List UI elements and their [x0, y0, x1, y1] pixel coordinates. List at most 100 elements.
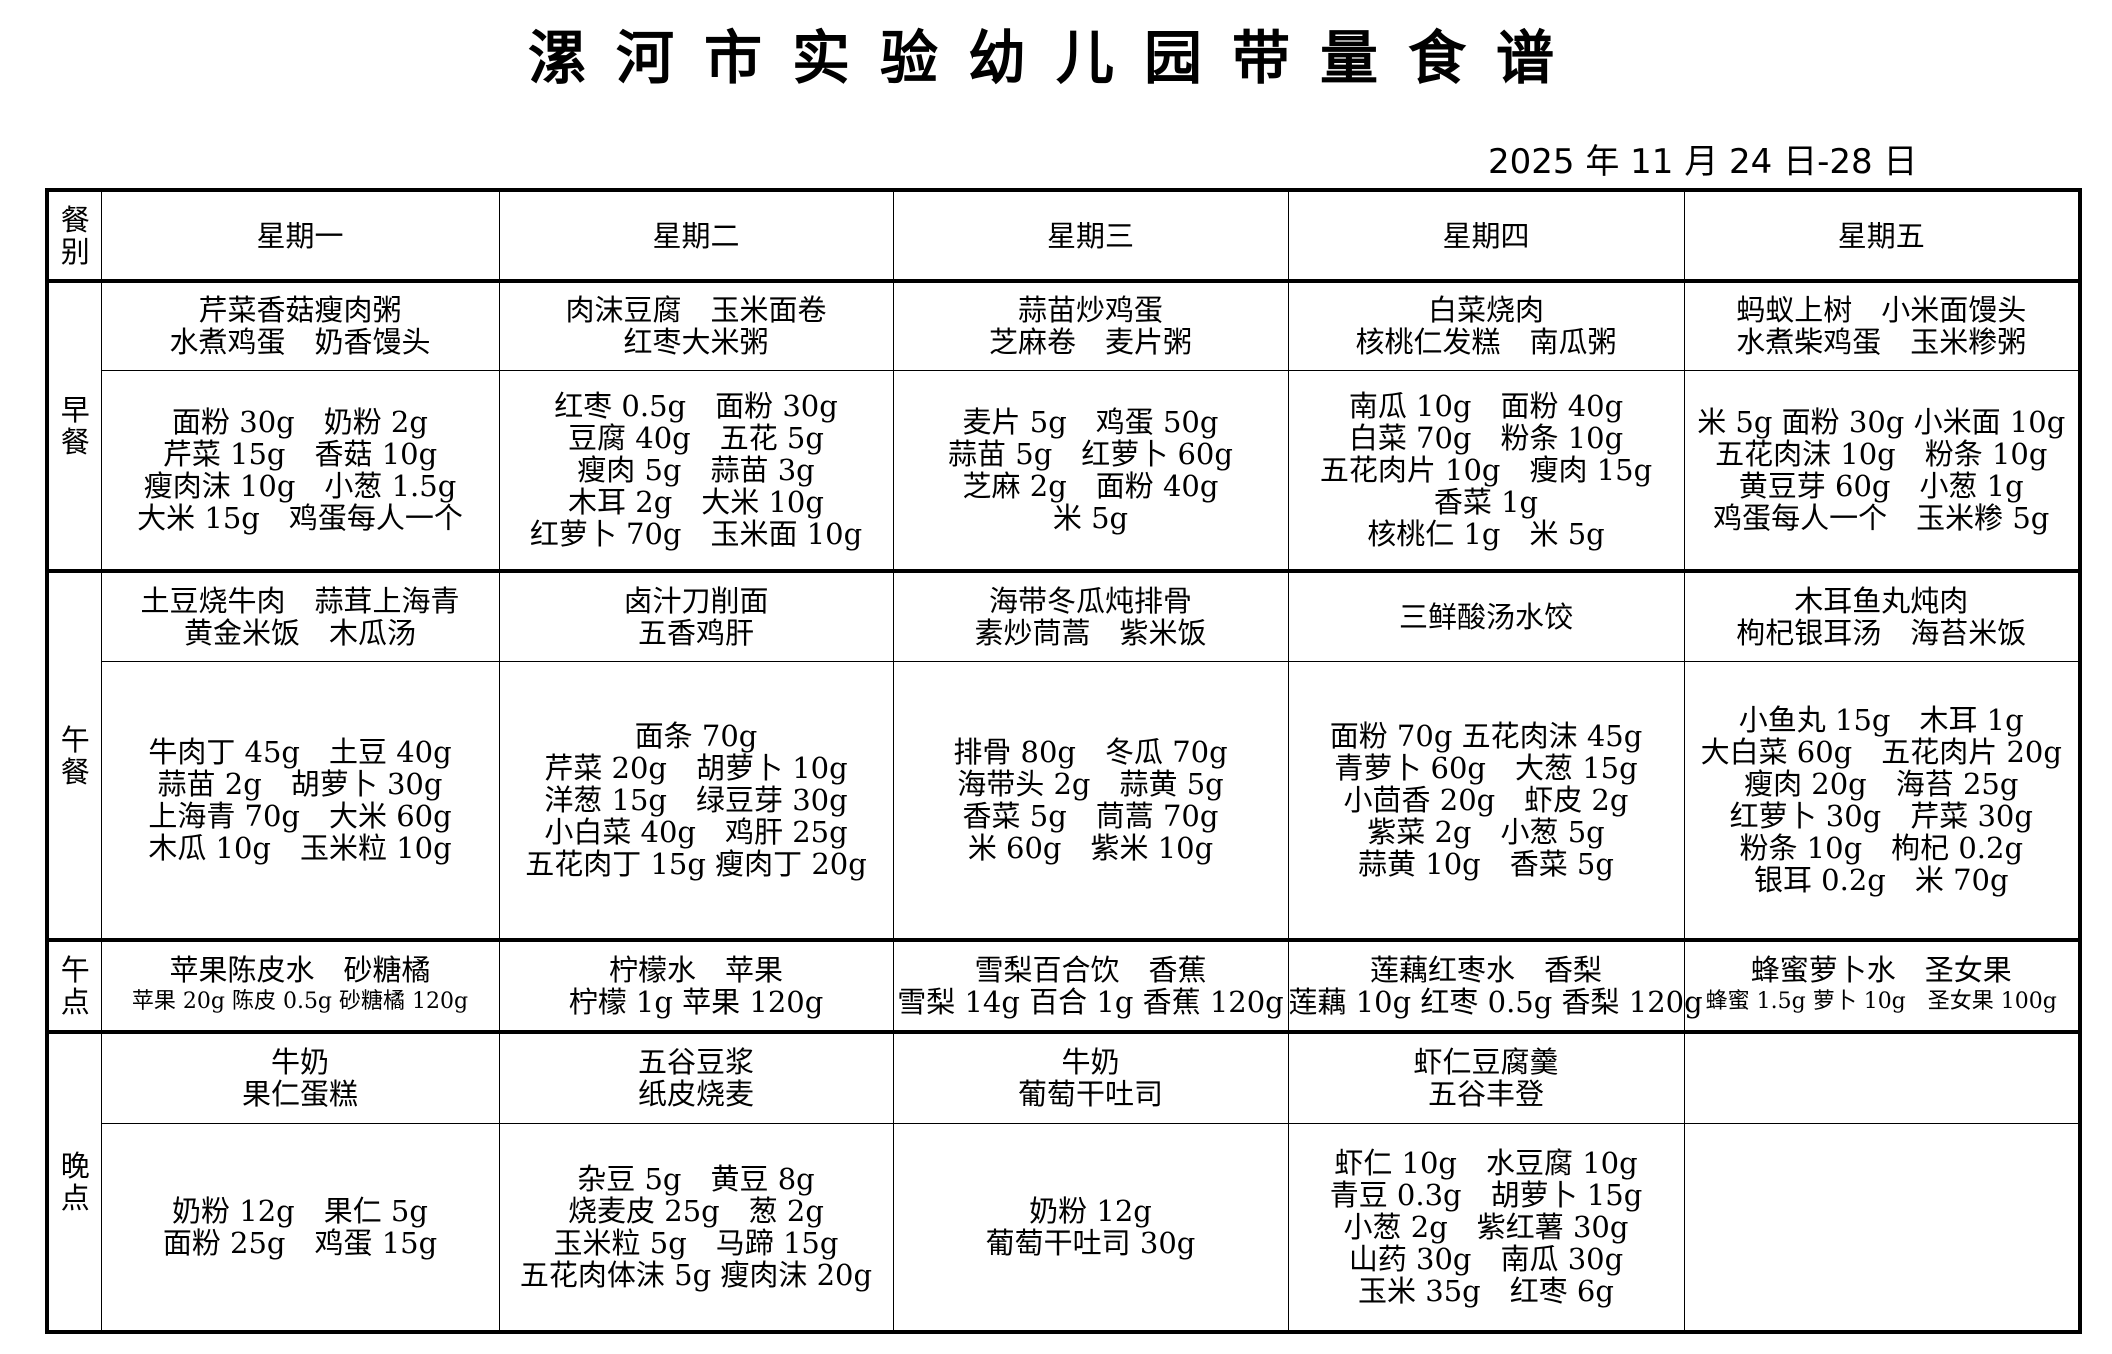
- dish-line: 三鲜酸汤水饺: [1398, 599, 1573, 634]
- dish-cell: 白菜烧肉 核桃仁发糕 南瓜粥: [1287, 279, 1685, 371]
- ingredient-cell: 面粉 70g 五花肉沫 45g 青萝卜 60g 大葱 15g 小茴香 20g 虾皮 …: [1287, 660, 1685, 941]
- ingredient-line: 柠檬 1g 苹果 120g: [568, 985, 824, 1019]
- dish-line: 核桃仁发糕 南瓜粥: [1355, 325, 1617, 360]
- dish-line: 水煮柴鸡蛋 玉米糁粥: [1736, 325, 2027, 360]
- dinner-ingredient-row: 奶粉 12g 果仁 5g 面粉 25g 鸡蛋 15g 杂豆 5g 黄豆 8g 烧麦皮 …: [47, 1122, 2081, 1333]
- day-header: 星期四: [1287, 189, 1685, 282]
- ingredient-line: 玉米粒 5g 马蹄 15g: [553, 1225, 839, 1260]
- header-row: 餐别 星期一 星期二 星期三 星期四 星期五: [46, 189, 2081, 282]
- ingredient-cell: 南瓜 10g 面粉 40g 白菜 70g 粉条 10g 五花肉片 10g 瘦肉 15…: [1287, 369, 1685, 572]
- dish-line: 虾仁豆腐羹: [1413, 1045, 1559, 1080]
- snack-label-cell: 午点: [46, 938, 102, 1033]
- snack-cell: 蜂蜜萝卜水 圣女果 蜂蜜 1.5g 萝卜 10g 圣女果 100g: [1683, 938, 2081, 1033]
- ingredient-line: 红萝卜 30g 芹菜 30g: [1729, 798, 2033, 833]
- snack-cell: 苹果陈皮水 砂糖橘 苹果 20g 陈皮 0.5g 砂糖橘 120g: [100, 938, 500, 1033]
- ingredient-line: 鸡蛋每人一个 玉米糁 5g: [1713, 500, 2050, 535]
- day-header: 星期二: [498, 189, 894, 282]
- ingredient-line: 面粉 25g 鸡蛋 15g: [162, 1225, 438, 1260]
- dish-cell: 三鲜酸汤水饺: [1287, 569, 1685, 662]
- dish-line: 素炒茼蒿 紫米饭: [974, 615, 1207, 650]
- dish-cell: 五谷豆浆 纸皮烧麦: [498, 1030, 894, 1124]
- dish-line: 蒜苗炒鸡蛋: [1017, 293, 1163, 328]
- ingredient-line: 莲藕 10g 红枣 0.5g 香梨 120g: [1288, 985, 1703, 1019]
- dish-line: 土豆烧牛肉 蒜茸上海青: [140, 583, 460, 618]
- dish-line: 五谷丰登: [1427, 1077, 1544, 1112]
- dish-line: 肉沫豆腐 玉米面卷: [565, 293, 827, 328]
- ingredient-line: 烧麦皮 25g 葱 2g: [568, 1193, 824, 1228]
- snack-row: 午点 苹果陈皮水 砂糖橘 苹果 20g 陈皮 0.5g 砂糖橘 120g 柠檬水 苹果…: [46, 938, 2081, 1033]
- ingredient-cell: 小鱼丸 15g 木耳 1g 大白菜 60g 五花肉片 20g 瘦肉 20g 海苔 2…: [1683, 660, 2081, 941]
- dish-cell: 海带冬瓜炖排骨 素炒茼蒿 紫米饭: [892, 569, 1289, 662]
- meal-column-header: 餐别: [46, 189, 102, 282]
- ingredient-line: 奶粉 12g 果仁 5g: [172, 1193, 428, 1228]
- dish-cell: 卤汁刀削面 五香鸡肝: [498, 569, 894, 662]
- ingredient-cell: 排骨 80g 冬瓜 70g 海带头 2g 蒜黄 5g 香菜 5g 茼蒿 70g 米 6…: [892, 660, 1289, 941]
- ingredient-cell: 面条 70g 芹菜 20g 胡萝卜 10g 洋葱 15g 绿豆芽 30g 小白菜 40…: [498, 660, 894, 941]
- ingredient-line: 银耳 0.2g 米 70g: [1753, 862, 2009, 897]
- snack-label: 午点: [60, 953, 90, 1019]
- ingredient-line: 红枣 0.5g 面粉 30g: [554, 388, 838, 423]
- dish-cell: 牛奶 果仁蛋糕: [100, 1030, 500, 1124]
- lunch-ingredient-row: 牛肉丁 45g 土豆 40g 蒜苗 2g 胡萝卜 30g 上海青 70g 大米 60…: [47, 660, 2081, 941]
- ingredient-cell: [1683, 1122, 2081, 1333]
- ingredient-cell: 麦片 5g 鸡蛋 50g 蒜苗 5g 红萝卜 60g 芝麻 2g 面粉 40g 米 5…: [892, 369, 1289, 572]
- dish-cell: 虾仁豆腐羹 五谷丰登: [1287, 1030, 1685, 1124]
- ingredient-line: 葡萄干吐司 30g: [985, 1225, 1196, 1260]
- ingredient-line: 芹菜 20g 胡萝卜 10g: [544, 750, 848, 785]
- ingredient-cell: 虾仁 10g 水豆腐 10g 青豆 0.3g 胡萝卜 15g 小葱 2g 紫红薯 3…: [1287, 1122, 1685, 1333]
- ingredient-line: 杂豆 5g 黄豆 8g: [577, 1161, 815, 1196]
- snack-cell: 莲藕红枣水 香梨 莲藕 10g 红枣 0.5g 香梨 120g: [1287, 938, 1703, 1033]
- dish-line: 苹果陈皮水 砂糖橘: [169, 953, 431, 987]
- dish-line: 雪梨百合饮 香蕉: [974, 953, 1207, 987]
- dish-line: 白菜烧肉: [1427, 293, 1544, 328]
- dinner-label: 晚点: [60, 1149, 90, 1215]
- lunch-label: 午餐: [60, 722, 90, 789]
- dish-line: 芹菜香菇瘦肉粥: [198, 293, 402, 328]
- ingredient-line: 奶粉 12g: [1029, 1193, 1152, 1228]
- ingredient-line: 小葱 2g 紫红薯 30g: [1343, 1209, 1629, 1244]
- day-header: 星期一: [100, 189, 500, 282]
- breakfast-ingredient-row: 面粉 30g 奶粉 2g 芹菜 15g 香菇 10g 瘦肉沫 10g 小葱 1.5g…: [47, 369, 2081, 572]
- ingredient-line: 面条 70g: [634, 718, 758, 753]
- ingredient-line: 芝麻 2g 面粉 40g: [962, 468, 1219, 503]
- dish-line: 卤汁刀削面: [623, 583, 769, 618]
- ingredient-line: 木瓜 10g 玉米粒 10g: [148, 830, 452, 865]
- ingredient-line: 芹菜 15g 香菇 10g: [162, 436, 438, 471]
- ingredient-line: 苹果 20g 陈皮 0.5g 砂糖橘 120g: [131, 989, 469, 1014]
- ingredient-line: 豆腐 40g 五花 5g: [568, 420, 824, 455]
- ingredient-cell: 奶粉 12g 葡萄干吐司 30g: [892, 1122, 1289, 1333]
- ingredient-line: 瘦肉沫 10g 小葱 1.5g: [143, 468, 457, 503]
- ingredient-line: 大白菜 60g 五花肉片 20g: [1700, 734, 2062, 769]
- ingredient-line: 核桃仁 1g 米 5g: [1367, 516, 1605, 551]
- ingredient-line: 面粉 30g 奶粉 2g: [172, 404, 428, 439]
- ingredient-cell: 杂豆 5g 黄豆 8g 烧麦皮 25g 葱 2g 玉米粒 5g 马蹄 15g 五花肉体…: [498, 1122, 894, 1333]
- ingredient-line: 香菜 1g: [1433, 484, 1539, 519]
- ingredient-line: 小茴香 20g 虾皮 2g: [1343, 782, 1629, 817]
- dish-line: 牛奶: [270, 1045, 329, 1080]
- ingredient-cell: 米 5g 面粉 30g 小米面 10g 五花肉沫 10g 粉条 10g 黄豆芽 60…: [1683, 369, 2081, 572]
- ingredient-line: 蒜苗 2g 胡萝卜 30g: [157, 766, 443, 801]
- dish-line: 莲藕红枣水 香梨: [1369, 953, 1602, 987]
- snack-cell: 柠檬水 苹果 柠檬 1g 苹果 120g: [498, 938, 894, 1033]
- ingredient-line: 玉米 35g 红枣 6g: [1358, 1273, 1614, 1308]
- ingredient-line: 洋葱 15g 绿豆芽 30g: [544, 782, 848, 817]
- ingredient-line: 红萝卜 70g 玉米面 10g: [529, 516, 863, 551]
- ingredient-line: 木耳 2g 大米 10g: [568, 484, 824, 519]
- ingredient-line: 白菜 70g 粉条 10g: [1348, 420, 1624, 455]
- ingredient-line: 五花肉丁 15g 瘦肉丁 20g: [525, 846, 867, 881]
- dish-cell: 木耳鱼丸炖肉 枸杞银耳汤 海苔米饭: [1683, 569, 2081, 662]
- ingredient-line: 瘦肉 5g 蒜苗 3g: [577, 452, 815, 487]
- ingredient-line: 蒜苗 5g 红萝卜 60g: [948, 436, 1233, 471]
- ingredient-cell: 红枣 0.5g 面粉 30g 豆腐 40g 五花 5g 瘦肉 5g 蒜苗 3g 木耳 …: [498, 369, 894, 572]
- ingredient-line: 黄豆芽 60g 小葱 1g: [1738, 468, 2024, 503]
- meal-column-label: 餐别: [60, 202, 90, 269]
- ingredient-line: 麦片 5g 鸡蛋 50g: [962, 404, 1219, 439]
- dish-line: 黄金米饭 木瓜汤: [183, 615, 416, 650]
- breakfast-label: 早餐: [60, 393, 90, 459]
- dish-line: 蜂蜜萝卜水 圣女果: [1750, 953, 2012, 987]
- ingredient-line: 米 5g 面粉 30g 小米面 10g: [1697, 404, 2066, 439]
- ingredient-line: 牛肉丁 45g 土豆 40g: [148, 734, 452, 769]
- dish-cell: [1683, 1030, 2081, 1124]
- lunch-label-cell: 午餐: [46, 569, 102, 941]
- ingredient-line: 雪梨 14g 百合 1g 香蕉 120g: [897, 985, 1284, 1019]
